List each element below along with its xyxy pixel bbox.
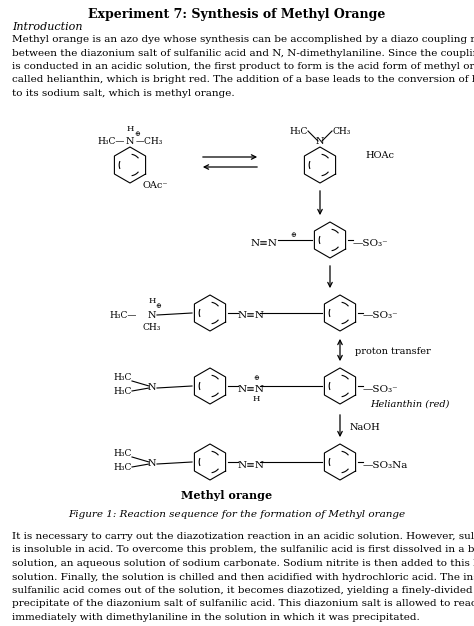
Text: N≡N: N≡N — [238, 461, 265, 470]
Text: between the diazonium salt of sulfanilic acid and N, N-dimethylaniline. Since th: between the diazonium salt of sulfanilic… — [12, 48, 474, 58]
Text: precipitate of the diazonium salt of sulfanilic acid. This diazonium salt is all: precipitate of the diazonium salt of sul… — [12, 600, 474, 608]
Text: solution, an aqueous solution of sodium carbonate. Sodium nitrite is then added : solution, an aqueous solution of sodium … — [12, 559, 474, 568]
Text: NaOH: NaOH — [350, 424, 381, 433]
Text: Helianthin (red): Helianthin (red) — [370, 399, 449, 409]
Text: ⊕: ⊕ — [134, 130, 140, 138]
Text: N≡N: N≡N — [238, 384, 265, 394]
Text: H₃C—: H₃C— — [98, 138, 125, 146]
Text: solution. Finally, the solution is chilled and then acidified with hydrochloric : solution. Finally, the solution is chill… — [12, 573, 474, 582]
Text: H₃C—: H₃C— — [109, 310, 137, 319]
Text: H₃C: H₃C — [114, 387, 132, 396]
Text: —CH₃: —CH₃ — [136, 138, 164, 146]
Text: H₃C: H₃C — [290, 128, 308, 136]
Text: immediately with dimethylaniline in the solution in which it was precipitated.: immediately with dimethylaniline in the … — [12, 613, 420, 622]
Text: N: N — [316, 138, 324, 146]
Text: —SO₃⁻: —SO₃⁻ — [353, 239, 389, 247]
Text: ⊕: ⊕ — [290, 231, 296, 239]
Text: H: H — [148, 297, 155, 305]
Text: N: N — [148, 310, 156, 319]
Text: —SO₃Na: —SO₃Na — [363, 461, 409, 470]
Text: called helianthin, which is bright red. The addition of a base leads to the conv: called helianthin, which is bright red. … — [12, 76, 474, 85]
Text: Figure 1: Reaction sequence for the formation of Methyl orange: Figure 1: Reaction sequence for the form… — [68, 510, 406, 519]
Text: OAc⁻: OAc⁻ — [142, 180, 168, 190]
Text: N: N — [148, 459, 156, 468]
Text: H₃C: H₃C — [114, 374, 132, 382]
Text: proton transfer: proton transfer — [355, 347, 431, 356]
Text: —SO₃⁻: —SO₃⁻ — [363, 384, 399, 394]
Text: It is necessary to carry out the diazotization reaction in an acidic solution. H: It is necessary to carry out the diazoti… — [12, 532, 474, 541]
Text: N≡N: N≡N — [251, 239, 278, 247]
Text: —SO₃⁻: —SO₃⁻ — [363, 312, 399, 321]
Text: ⊕: ⊕ — [155, 302, 161, 310]
Text: H: H — [126, 125, 134, 133]
Text: is insoluble in acid. To overcome this problem, the sulfanilic acid is first dis: is insoluble in acid. To overcome this p… — [12, 545, 474, 555]
Text: sulfanilic acid comes out of the solution, it becomes diazotized, yielding a fin: sulfanilic acid comes out of the solutio… — [12, 586, 474, 595]
Text: Experiment 7: Synthesis of Methyl Orange: Experiment 7: Synthesis of Methyl Orange — [88, 8, 386, 21]
Text: CH₃: CH₃ — [143, 322, 161, 332]
Text: Introduction: Introduction — [12, 22, 82, 32]
Text: to its sodium salt, which is methyl orange.: to its sodium salt, which is methyl oran… — [12, 89, 235, 98]
Text: N: N — [126, 138, 134, 146]
Text: Methyl orange: Methyl orange — [182, 490, 273, 501]
Text: N≡N: N≡N — [238, 312, 265, 321]
Text: CH₃: CH₃ — [333, 128, 351, 136]
Text: is conducted in an acidic solution, the first product to form is the acid form o: is conducted in an acidic solution, the … — [12, 62, 474, 71]
Text: H₃C: H₃C — [114, 463, 132, 473]
Text: HOAc: HOAc — [365, 150, 394, 160]
Text: ⊕: ⊕ — [253, 374, 259, 382]
Text: Methyl orange is an azo dye whose synthesis can be accomplished by a diazo coupl: Methyl orange is an azo dye whose synthe… — [12, 35, 474, 44]
Text: H: H — [252, 395, 260, 403]
Text: N: N — [148, 384, 156, 393]
Text: H₃C: H₃C — [114, 449, 132, 458]
